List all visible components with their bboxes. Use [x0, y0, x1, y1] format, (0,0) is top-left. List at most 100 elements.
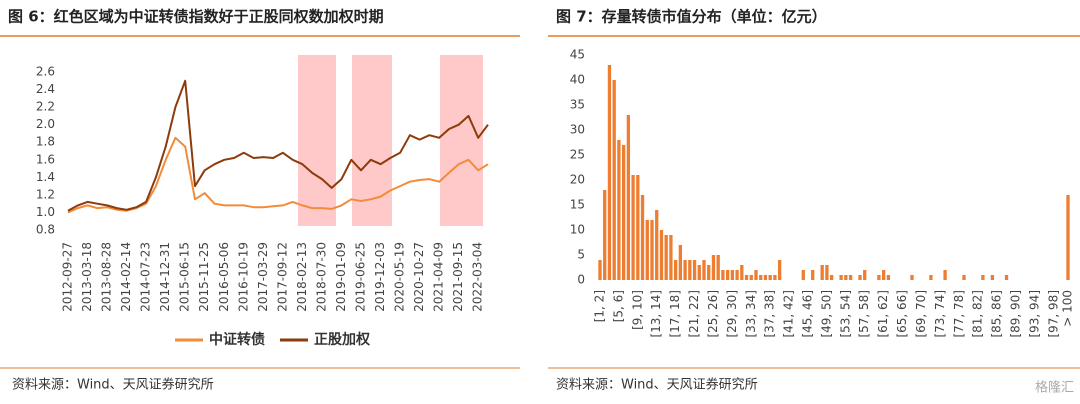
- y-tick-label: 35: [570, 98, 585, 112]
- bar: [858, 275, 862, 280]
- bar: [702, 260, 706, 280]
- x-tick-label: [61, 62]: [876, 290, 890, 338]
- bar: [678, 245, 683, 280]
- bar: [740, 265, 744, 280]
- x-tick-label: [97, 98]: [1046, 290, 1060, 338]
- x-tick-label: [73, 74]: [933, 290, 947, 338]
- x-tick-label: [37, 38]: [763, 290, 777, 338]
- bar: [749, 275, 753, 280]
- bar: [617, 140, 621, 280]
- x-tick-label: [57, 58]: [857, 290, 871, 338]
- x-tick-label: 2012-09-27: [61, 242, 75, 312]
- y-tick-label: 2.2: [36, 100, 55, 114]
- bar: [744, 275, 749, 280]
- x-tick-label: 2014-02-14: [119, 242, 133, 312]
- bar: [688, 260, 692, 280]
- line-series: [67, 79, 489, 212]
- y-tick-label: 1.4: [36, 170, 55, 184]
- bar: [683, 260, 687, 280]
- bar: [768, 275, 772, 280]
- x-tick-label: [93, 94]: [1027, 290, 1041, 338]
- x-tick-label: 2018-02-13: [295, 242, 309, 312]
- x-tick-label: 2020-10-27: [412, 242, 426, 312]
- y-tick-label: 2.0: [36, 117, 55, 131]
- bar: [929, 275, 933, 280]
- bar: [773, 275, 777, 280]
- highlight-band: [298, 55, 336, 226]
- bar: [640, 195, 645, 280]
- bar: [990, 275, 995, 280]
- bar: [881, 270, 886, 280]
- x-tick-label: 2019-06-25: [354, 242, 368, 312]
- x-tick-label: 2022-03-04: [471, 242, 485, 312]
- chart-title: 图 6：红色区域为中证转债指数好于正股同权数加权时期: [8, 8, 384, 26]
- x-tick-label: 2015-11-25: [197, 242, 211, 312]
- bar: [716, 255, 720, 280]
- bar: [848, 275, 853, 280]
- bar: [777, 260, 782, 280]
- bar: [659, 230, 664, 280]
- x-tick-label: [9, 10]: [630, 290, 644, 330]
- x-tick-label: > 100: [1061, 290, 1075, 327]
- bar: [910, 275, 914, 280]
- x-tick-label: [85, 86]: [990, 290, 1004, 338]
- x-tick-label: [25, 26]: [706, 290, 720, 338]
- x-tick-label: 2013-03-18: [80, 242, 94, 312]
- chart-title: 图 7：存量转债市值分布（单位：亿元）: [556, 8, 827, 26]
- y-tick-label: 30: [570, 123, 585, 137]
- x-tick-label: 2021-09-15: [451, 242, 465, 312]
- x-tick-label: [81, 82]: [971, 290, 985, 338]
- x-tick-label: 2020-05-19: [393, 242, 407, 312]
- bar: [844, 275, 848, 280]
- x-tick-label: 2019-01-09: [334, 242, 348, 312]
- y-tick-label: 40: [570, 73, 585, 87]
- x-tick-label: [65, 66]: [895, 290, 909, 338]
- bar: [721, 270, 725, 280]
- watermark: 格隆汇: [1035, 380, 1074, 396]
- highlight-band: [440, 55, 483, 226]
- x-tick-label: [5, 6]: [611, 290, 625, 322]
- x-tick-label: [13, 14]: [649, 290, 663, 338]
- line-series: [67, 136, 489, 214]
- x-tick-label: 2016-05-06: [217, 242, 231, 312]
- bar: [664, 235, 668, 280]
- x-tick-label: [45, 46]: [801, 290, 815, 338]
- bar: [669, 235, 673, 280]
- bar: [725, 270, 730, 280]
- bar: [621, 145, 626, 280]
- bar: [692, 260, 697, 280]
- bar: [1004, 275, 1009, 280]
- bar: [962, 275, 966, 280]
- y-tick-label: 2.6: [36, 65, 55, 79]
- y-tick-label: 15: [570, 198, 585, 212]
- x-tick-label: 2013-08-28: [100, 242, 114, 312]
- bar: [650, 220, 654, 280]
- y-tick-label: 20: [570, 173, 585, 187]
- y-tick-label: 5: [577, 248, 585, 262]
- bar: [839, 275, 843, 280]
- x-tick-label: [33, 34]: [744, 290, 758, 338]
- x-tick-label: 2019-12-03: [373, 242, 387, 312]
- bar: [759, 275, 763, 280]
- highlight-band: [352, 55, 392, 226]
- y-tick-label: 1.0: [36, 205, 55, 219]
- source: 资料来源：Wind、天风证券研究所: [12, 377, 214, 393]
- x-tick-label: 2014-07-23: [139, 242, 153, 312]
- bar: [886, 275, 891, 280]
- bar: [631, 175, 635, 280]
- y-tick-label: 1.6: [36, 152, 55, 166]
- x-tick-label: 2017-03-29: [256, 242, 270, 312]
- bar: [829, 275, 834, 280]
- bar: [735, 270, 739, 280]
- y-tick-label: 2.4: [36, 82, 55, 96]
- y-tick-label: 0: [577, 273, 585, 287]
- bar: [801, 270, 805, 280]
- bar: [612, 80, 616, 280]
- y-tick-label: 1.2: [36, 187, 55, 201]
- bar: [645, 220, 649, 280]
- x-tick-label: 2014-12-31: [158, 242, 172, 312]
- bar: [943, 270, 947, 280]
- bar: [673, 260, 678, 280]
- source: 资料来源：Wind、天风证券研究所: [556, 377, 758, 393]
